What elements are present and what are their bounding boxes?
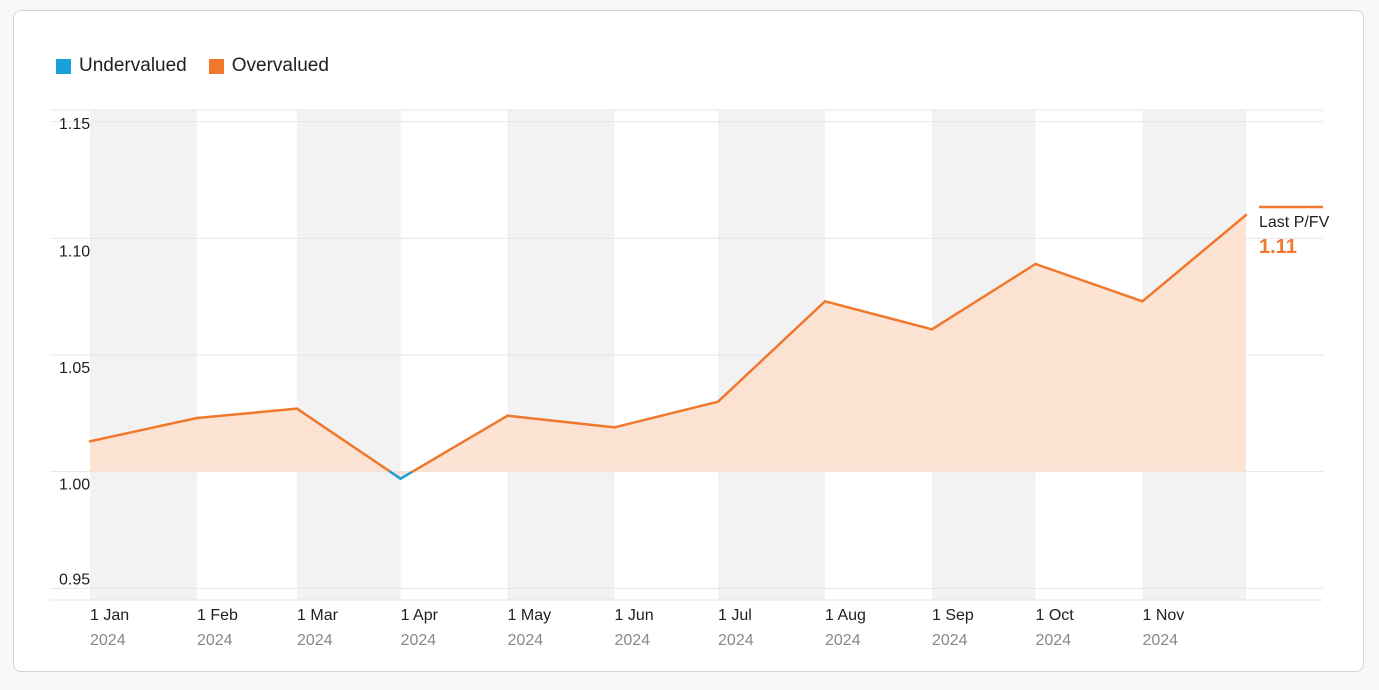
- x-tick-year: 2024: [90, 632, 126, 649]
- series-segment: [411, 414, 509, 473]
- y-tick-label: 1.05: [59, 360, 90, 377]
- x-tick-label: 1 Apr: [401, 607, 439, 624]
- y-tick-label: 0.95: [59, 571, 90, 588]
- series-segment: [1141, 213, 1248, 303]
- x-tick-year: 2024: [297, 632, 333, 649]
- undervalued-swatch-icon: [56, 58, 71, 74]
- x-tick-year: 2024: [1036, 632, 1072, 649]
- x-tick-label: 1 Sep: [932, 607, 974, 624]
- series-segment: [399, 470, 414, 480]
- series-segment: [88, 416, 199, 443]
- series-segment: [506, 414, 616, 429]
- x-tick-year: 2024: [825, 632, 861, 649]
- x-tick-year: 2024: [932, 632, 968, 649]
- x-tick-year: 2024: [615, 632, 651, 649]
- x-tick-label: 1 Nov: [1142, 607, 1184, 624]
- legend-item-undervalued[interactable]: Undervalued: [56, 55, 187, 77]
- series-line: [88, 213, 1248, 480]
- x-tick-label: 1 Oct: [1036, 607, 1075, 624]
- series-segment: [613, 400, 720, 429]
- series-segment: [1034, 262, 1144, 303]
- x-tick-year: 2024: [401, 632, 437, 649]
- x-tick-year: 2024: [718, 632, 754, 649]
- y-tick-label: 1.15: [59, 116, 90, 133]
- last-value-number: 1.11: [1259, 236, 1297, 258]
- series-segment: [930, 262, 1037, 331]
- x-axis: 1 Jan 2024 1 Feb 2024 1 Mar 2024 1 Apr 2024 1 Ma…: [90, 607, 1184, 649]
- area-fill: [90, 215, 1246, 479]
- series-segment: [823, 300, 934, 331]
- last-value-label: Last P/FV: [1259, 214, 1330, 231]
- y-axis: 0.95 1.00 1.05 1.10 1.15: [59, 116, 90, 588]
- y-tick-label: 1.00: [59, 477, 90, 494]
- x-tick-label: 1 May: [508, 607, 552, 624]
- x-tick-label: 1 Jan: [90, 607, 129, 624]
- legend: Undervalued Overvalued: [56, 55, 351, 77]
- series-segment: [295, 407, 392, 473]
- x-tick-label: 1 Jun: [615, 607, 654, 624]
- x-tick-label: 1 Feb: [197, 607, 238, 624]
- legend-label-overvalued: Overvalued: [231, 55, 329, 76]
- y-tick-label: 1.10: [59, 243, 90, 260]
- x-tick-year: 2024: [1142, 632, 1178, 649]
- series-segment: [716, 300, 827, 403]
- series-segment: [195, 407, 299, 420]
- x-tick-label: 1 Mar: [297, 607, 339, 624]
- overvalued-swatch-icon: [208, 58, 224, 74]
- series-segment: [388, 470, 402, 480]
- overvalued-area: [90, 215, 1246, 479]
- x-tick-label: 1 Aug: [825, 607, 866, 624]
- legend-label-undervalued: Undervalued: [79, 55, 187, 76]
- x-tick-year: 2024: [508, 632, 544, 649]
- x-tick-label: 1 Jul: [718, 607, 752, 624]
- legend-item-overvalued[interactable]: Overvalued: [208, 55, 329, 77]
- x-tick-year: 2024: [197, 632, 233, 649]
- last-value-marker: Last P/FV 1.11: [1259, 205, 1330, 258]
